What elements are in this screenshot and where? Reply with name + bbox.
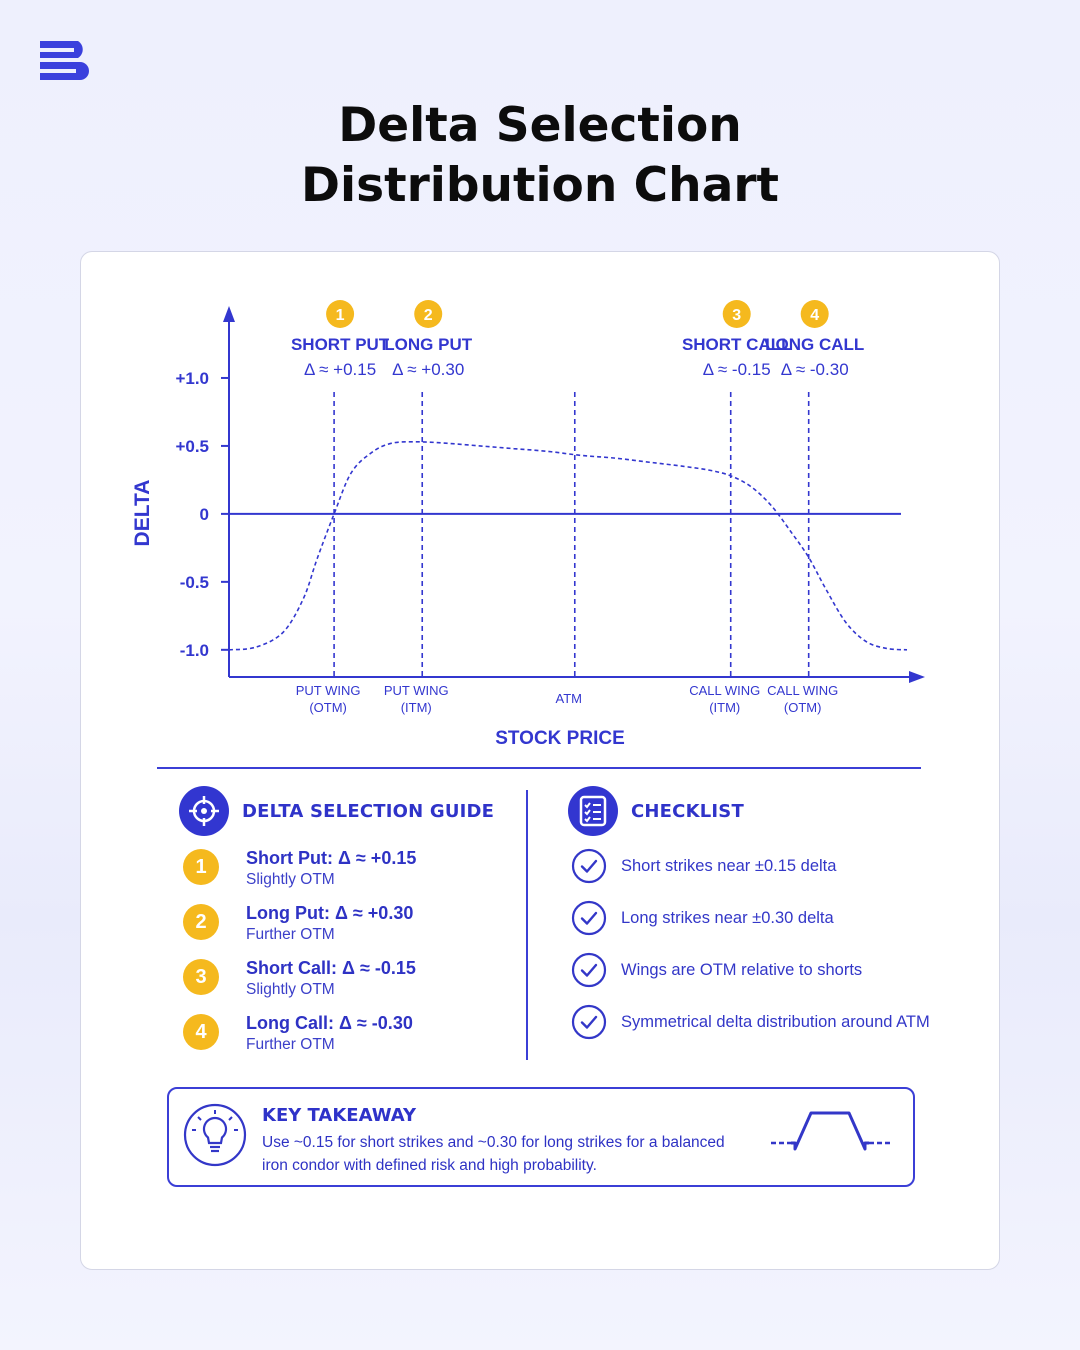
marker-label: LONG PUT — [384, 335, 472, 354]
marker-delta: Δ ≈ -0.30 — [781, 360, 849, 379]
marker-number-badge — [326, 300, 355, 328]
guide-item-label: Short Put: Δ ≈ +0.15 — [246, 848, 417, 868]
y-tick-label: -0.5 — [180, 573, 209, 592]
x-tick-label: CALL WING — [689, 683, 760, 698]
marker-label: SHORT PUT — [291, 335, 390, 354]
y-axis-arrow — [223, 306, 235, 322]
x-tick-label: (OTM) — [309, 700, 347, 715]
number-badge: 2 — [183, 904, 219, 940]
checklist-title: CHECKLIST — [631, 800, 744, 822]
guide-item: 1 Short Put: Δ ≈ +0.15 Slightly OTM — [183, 848, 513, 903]
checklist-item: Short strikes near ±0.15 delta — [571, 848, 991, 900]
marker-number: 4 — [810, 307, 819, 324]
guide-item-label: Long Call: Δ ≈ -0.30 — [246, 1013, 413, 1033]
checklist-item-text: Short strikes near ±0.15 delta — [621, 857, 837, 875]
delta-curve — [228, 441, 908, 651]
marker-number: 1 — [336, 307, 345, 324]
lightbulb-icon — [183, 1103, 247, 1167]
takeaway-title: KEY TAKEAWAY — [262, 1105, 417, 1126]
x-tick-label: (ITM) — [709, 700, 740, 715]
y-axis-label: DELTA — [131, 480, 154, 547]
number-badge: 4 — [183, 1014, 219, 1050]
guide-item-label: Short Call: Δ ≈ -0.15 — [246, 958, 416, 978]
x-tick-label: PUT WING — [384, 683, 449, 698]
guide-list: 1 Short Put: Δ ≈ +0.15 Slightly OTM 2 Lo… — [183, 848, 513, 1068]
x-tick-label: PUT WING — [296, 683, 361, 698]
iron-condor-icon — [771, 1111, 891, 1151]
marker-number-badge — [722, 300, 751, 328]
guide-item-label: Long Put: Δ ≈ +0.30 — [246, 903, 414, 923]
delta-chart: +1.0 +0.5 0 -0.5 -1.0 DELTA 1 SHORT PUT Δ ≈ +0.1… — [131, 300, 925, 749]
x-tick-label: ATM — [556, 691, 582, 706]
check-circle-icon — [571, 900, 607, 936]
checklist-header: CHECKLIST — [568, 786, 744, 836]
page-title-line-1: Delta Selection — [338, 98, 742, 153]
marker-delta: Δ ≈ -0.15 — [703, 360, 771, 379]
guide-item-sub: Further OTM — [246, 926, 335, 943]
guide-header: DELTA SELECTION GUIDE — [179, 786, 494, 836]
content-card: +1.0 +0.5 0 -0.5 -1.0 DELTA 1 SHORT PUT Δ ≈ +0.1… — [80, 251, 1000, 1270]
takeaway-text: Use ~0.15 for short strikes and ~0.30 fo… — [262, 1134, 725, 1174]
x-tick-label: (OTM) — [784, 700, 822, 715]
x-tick-label: (ITM) — [401, 700, 432, 715]
marker-number-badge — [414, 300, 443, 328]
y-tick-label: +1.0 — [175, 369, 209, 388]
guide-item-sub: Slightly OTM — [246, 981, 335, 998]
checklist-icon — [568, 786, 618, 836]
marker-delta: Δ ≈ +0.15 — [304, 360, 376, 379]
checklist-item: Long strikes near ±0.30 delta — [571, 900, 991, 952]
number-badge: 3 — [183, 959, 219, 995]
guide-item-sub: Further OTM — [246, 1036, 335, 1053]
guide-item: 4 Long Call: Δ ≈ -0.30 Further OTM — [183, 1013, 513, 1068]
checklist-item-text: Wings are OTM relative to shorts — [621, 961, 863, 979]
guide-item: 2 Long Put: Δ ≈ +0.30 Further OTM — [183, 903, 513, 958]
marker-number: 2 — [424, 307, 433, 324]
guide-title: DELTA SELECTION GUIDE — [242, 800, 495, 822]
y-tick-label: +0.5 — [175, 437, 209, 456]
check-circle-icon — [571, 952, 607, 988]
guide-item: 3 Short Call: Δ ≈ -0.15 Slightly OTM — [183, 958, 513, 1013]
page-title: Delta Selection Distribution Chart — [0, 96, 1080, 216]
marker-number-badge — [800, 300, 829, 328]
key-takeaway-box: KEY TAKEAWAY Use ~0.15 for short strikes… — [167, 1087, 915, 1187]
y-tick-label: -1.0 — [180, 641, 209, 660]
y-tick-label: 0 — [200, 505, 209, 524]
checklist: Short strikes near ±0.15 delta Long stri… — [571, 848, 991, 1056]
x-tick-label: CALL WING — [767, 683, 838, 698]
checklist-item: Symmetrical delta distribution around AT… — [571, 1004, 991, 1056]
check-circle-icon — [571, 848, 607, 884]
crosshair-icon — [179, 786, 229, 836]
brand-logo-icon — [40, 41, 89, 80]
checklist-item-text: Long strikes near ±0.30 delta — [621, 909, 834, 927]
marker-number: 3 — [732, 307, 741, 324]
marker-label: LONG CALL — [765, 335, 864, 354]
checklist-item: Wings are OTM relative to shorts — [571, 952, 991, 1004]
marker-delta: Δ ≈ +0.30 — [392, 360, 464, 379]
check-circle-icon — [571, 1004, 607, 1040]
guide-item-sub: Slightly OTM — [246, 871, 335, 888]
section-divider — [157, 767, 921, 769]
x-axis-label: STOCK PRICE — [495, 728, 625, 749]
page-title-line-2: Distribution Chart — [301, 158, 779, 213]
column-separator — [526, 790, 528, 1060]
x-axis-arrow — [909, 671, 925, 683]
number-badge: 1 — [183, 849, 219, 885]
marker-label: SHORT CALL — [682, 335, 792, 354]
checklist-item-text: Symmetrical delta distribution around AT… — [621, 1013, 930, 1031]
